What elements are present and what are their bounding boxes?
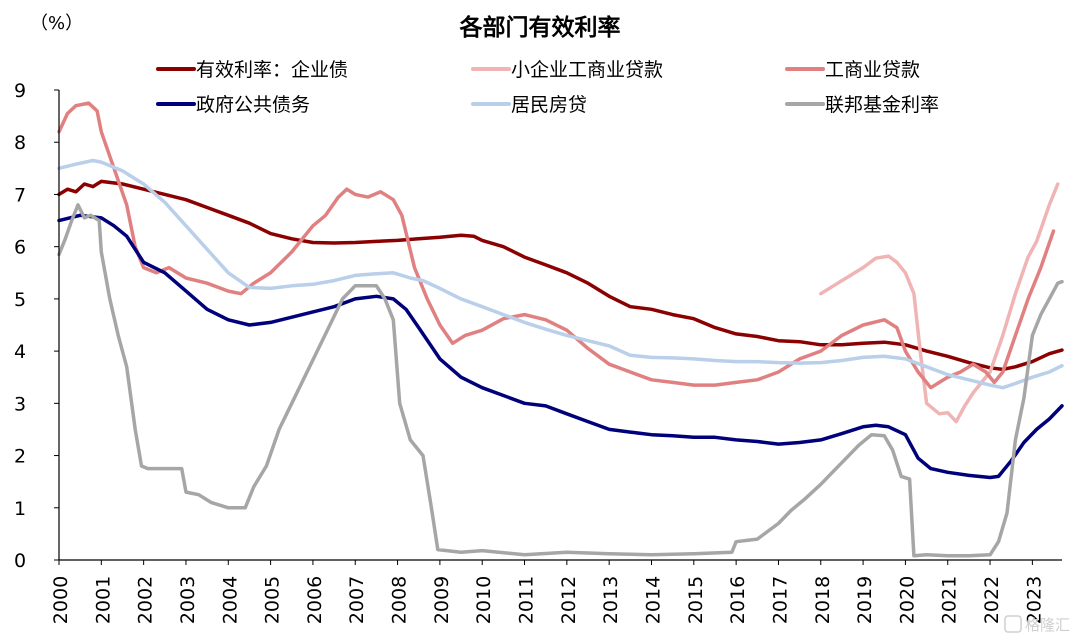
y-tick-label: 0 [14,550,26,572]
y-tick-label: 4 [14,341,26,363]
watermark-logo-icon [1004,615,1022,633]
x-tick-label: 2003 [177,576,199,624]
watermark-text: 格隆汇 [1025,616,1070,634]
series-line-2 [57,101,1056,390]
x-tick-label: 2005 [262,576,284,624]
y-unit-label: （%） [30,13,83,34]
x-tick-label: 2002 [135,576,157,624]
series-line-5 [57,203,1064,558]
x-tick-label: 2015 [685,576,707,624]
series-layer [57,101,1064,558]
x-tick-label: 2010 [473,576,495,624]
watermark: 格隆汇 [1004,615,1070,634]
y-tick-label: 6 [14,237,26,259]
y-tick-label: 8 [14,132,26,154]
y-tick-label: 3 [14,393,26,415]
x-tick-label: 2000 [50,576,72,624]
legend-label-0: 有效利率：企业债 [196,59,348,81]
x-tick-label: 2021 [939,576,961,624]
y-tick-label: 7 [14,184,26,206]
x-tick-label: 2017 [769,576,791,624]
x-tick-label: 2006 [304,576,326,624]
series-line-3 [57,213,1064,480]
legend-label-1: 小企业工商业贷款 [511,59,663,81]
y-tick-label: 9 [14,80,26,102]
x-tick-label: 2012 [558,576,580,624]
x-tick-label: 2009 [431,576,453,624]
x-tick-label: 2023 [1023,576,1045,624]
chart-title: 各部门有效利率 [459,14,621,41]
legend-label-3: 政府公共债务 [196,94,310,116]
x-tick-label: 2020 [896,576,918,624]
legend-label-4: 居民房贷 [511,94,587,116]
x-tick-label: 2001 [92,576,114,624]
x-tick-label: 2004 [219,576,241,624]
y-tick-label: 2 [14,446,26,468]
legend-label-5: 联邦基金利率 [825,94,939,116]
series-line-0 [57,179,1064,372]
x-tick-label: 2018 [812,576,834,624]
x-tick-label: 2008 [389,576,411,624]
x-tick-label: 2007 [346,576,368,624]
y-tick-label: 5 [14,289,26,311]
x-tick-label: 2013 [600,576,622,624]
series-line-1 [819,182,1060,424]
y-tick-label: 1 [14,498,26,520]
series-line-4 [57,158,1064,390]
x-tick-label: 2014 [642,576,664,624]
x-tick-label: 2019 [854,576,876,624]
x-tick-label: 2011 [516,576,538,624]
x-tick-label: 2022 [981,576,1003,624]
axes: 0 1 2 3 4 5 6 7 8 9 2000 2001 2002 2003 2004 2005 2006 20… [14,80,1062,624]
legend-label-2: 工商业贷款 [825,59,920,81]
x-tick-label: 2016 [727,576,749,624]
